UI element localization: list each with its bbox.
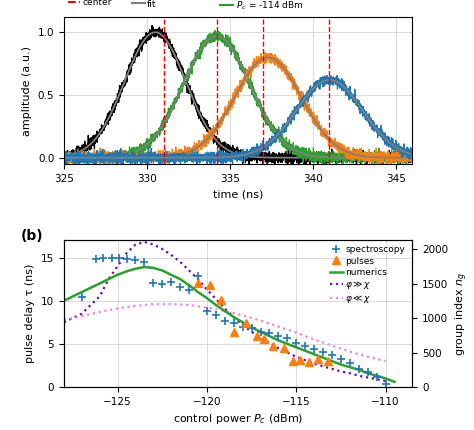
Legend: spectroscopy, pulses, numerics, $\varphi \gg \chi$, $\varphi \ll \chi$: spectroscopy, pulses, numerics, $\varphi… (327, 242, 409, 309)
X-axis label: time (ns): time (ns) (213, 189, 264, 199)
Y-axis label: amplitude (a.u.): amplitude (a.u.) (22, 46, 32, 135)
Y-axis label: group index $n_g$: group index $n_g$ (454, 272, 470, 356)
Text: (b): (b) (20, 228, 43, 243)
Y-axis label: pulse delay τ (ns): pulse delay τ (ns) (26, 264, 36, 363)
Legend: reference, center, $P_c$ = -117 dBm, fit, $P_c$ = -120 dBm, $P_c$ = -114 dBm: reference, center, $P_c$ = -117 dBm, fit… (64, 0, 307, 16)
X-axis label: control power $P_c$ (dBm): control power $P_c$ (dBm) (173, 412, 303, 426)
